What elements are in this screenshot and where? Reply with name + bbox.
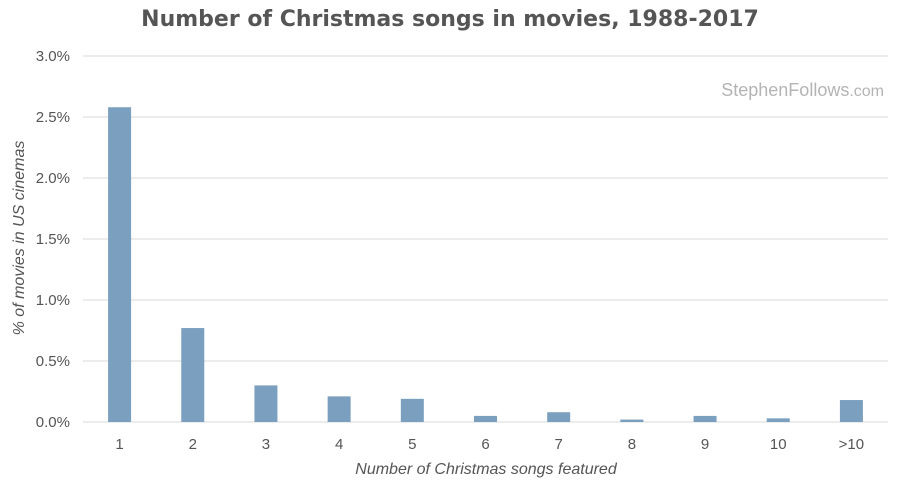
bar [181,328,205,422]
watermark-logo: StephenFollows.com [721,80,884,100]
y-tick-label: 1.5% [36,231,70,248]
x-tick-label: 8 [628,436,636,453]
y-tick-label: 0.5% [36,353,70,370]
x-tick-label: 1 [115,436,123,453]
bar [254,385,278,422]
y-tick-label: 0.0% [36,414,70,431]
watermark-tld: .com [849,83,884,100]
bar [474,415,497,422]
x-tick-label: 3 [262,436,270,453]
y-tick-label: 1.0% [36,292,70,309]
bar [327,396,351,422]
x-tick-label: 2 [189,436,197,453]
watermark-name: StephenFollows [721,80,849,100]
bar [620,419,644,422]
x-tick-label: 6 [481,436,489,453]
chart-title: Number of Christmas songs in movies, 198… [141,7,759,32]
x-tick-label: 4 [335,436,343,453]
x-axis-ticks: 1 2 3 4 5 6 7 8 9 10 >10 [115,436,864,453]
bar [108,107,132,423]
y-tick-label: 2.0% [36,170,70,187]
bar [547,412,571,422]
x-axis-label: Number of Christmas songs featured [355,461,618,478]
y-axis-ticks: 0.0% 0.5% 1.0% 1.5% 2.0% 2.5% 3.0% [36,48,70,431]
bar [839,400,863,422]
x-tick-label: 7 [555,436,563,453]
y-axis-label: % of movies in US cinemas [11,141,28,336]
x-tick-label: 9 [701,436,709,453]
y-tick-label: 3.0% [36,48,70,65]
bar [766,418,790,422]
bar [400,398,424,422]
x-tick-label: 10 [770,436,787,453]
bars [108,107,863,423]
x-tick-label: 5 [408,436,416,453]
y-tick-label: 2.5% [36,109,70,126]
gridlines [83,55,888,423]
bar [693,415,717,422]
x-tick-label: >10 [839,436,864,453]
